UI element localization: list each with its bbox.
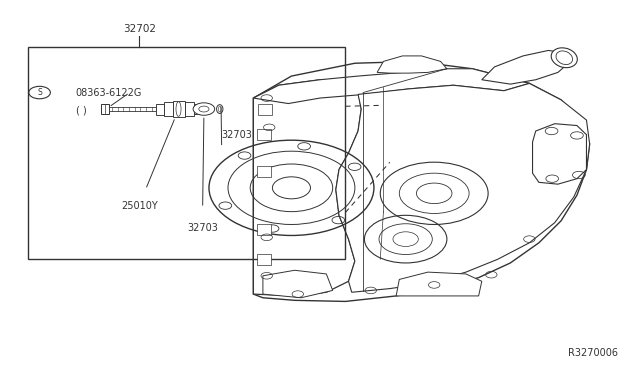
- Bar: [257, 224, 271, 235]
- Bar: [101, 104, 109, 114]
- Text: 32703: 32703: [187, 223, 218, 232]
- Text: 08363-6122G: 08363-6122G: [76, 87, 142, 97]
- Bar: [195, 104, 201, 114]
- Text: S: S: [37, 88, 42, 97]
- Ellipse shape: [218, 106, 221, 112]
- Bar: [109, 107, 156, 111]
- Bar: [257, 254, 271, 265]
- Bar: [257, 166, 271, 177]
- Polygon shape: [263, 270, 333, 298]
- Ellipse shape: [216, 105, 223, 113]
- Polygon shape: [532, 124, 586, 184]
- Bar: [173, 101, 185, 117]
- Bar: [185, 102, 195, 116]
- Circle shape: [199, 106, 209, 112]
- Bar: [28, 47, 346, 259]
- Ellipse shape: [551, 48, 577, 68]
- Ellipse shape: [176, 102, 181, 116]
- Text: 32702: 32702: [123, 24, 156, 34]
- Bar: [164, 102, 173, 116]
- Polygon shape: [253, 69, 529, 103]
- Bar: [156, 103, 164, 115]
- Ellipse shape: [556, 51, 573, 65]
- Polygon shape: [482, 51, 571, 84]
- Polygon shape: [253, 80, 361, 296]
- Polygon shape: [396, 272, 482, 296]
- Polygon shape: [253, 61, 589, 301]
- Polygon shape: [377, 56, 447, 73]
- Text: 25010Y: 25010Y: [121, 201, 157, 211]
- Polygon shape: [336, 83, 589, 292]
- Text: ( ): ( ): [76, 106, 86, 116]
- Text: R3270006: R3270006: [568, 348, 618, 358]
- Bar: [259, 103, 273, 115]
- Circle shape: [193, 103, 214, 115]
- Text: 32703E: 32703E: [221, 130, 259, 140]
- Bar: [257, 129, 271, 140]
